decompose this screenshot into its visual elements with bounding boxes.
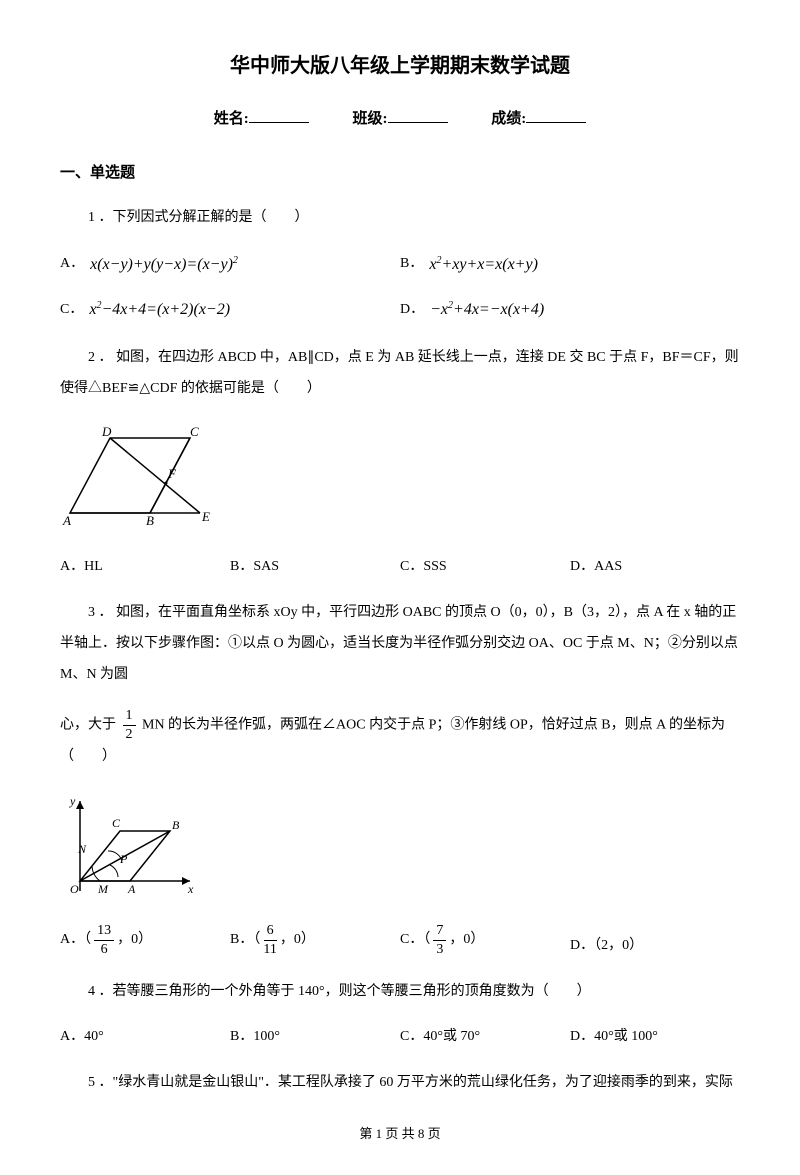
svg-text:A: A bbox=[127, 882, 136, 896]
class-label: 班级: bbox=[353, 107, 388, 131]
q2-optA: A．HL bbox=[60, 556, 230, 578]
q3-p2-after: MN 的长为半径作弧，两弧在∠AOC 内交于点 P；③作射线 OP，恰好过点 B… bbox=[60, 717, 725, 763]
info-line: 姓名: 班级: 成绩: bbox=[60, 107, 740, 131]
q1-optC: C． x2−4x+4=(x+2)(x−2) bbox=[60, 297, 400, 323]
opt-label: D． bbox=[570, 1026, 594, 1048]
svg-text:B: B bbox=[146, 513, 154, 528]
opt-after: ，0） bbox=[117, 929, 152, 951]
opt-text: 40° bbox=[84, 1026, 104, 1048]
opt-label: C． bbox=[400, 1026, 423, 1048]
svg-text:P: P bbox=[119, 852, 128, 866]
opt-label: A． bbox=[60, 1026, 84, 1048]
opt-label: D． bbox=[570, 556, 594, 578]
svg-text:y: y bbox=[69, 794, 76, 808]
q3-text-p1: 3 ． 如图，在平面直角坐标系 xOy 中，平行四边形 OABC 的顶点 O（0… bbox=[60, 598, 740, 690]
class-blank bbox=[388, 122, 448, 123]
opt-text: HL bbox=[84, 556, 103, 578]
q2-optC: C．SSS bbox=[400, 556, 570, 578]
q3-optD: D．（2，0） bbox=[570, 935, 740, 957]
q4-text: 4 ．若等腰三角形的一个外角等于 140°，则这个等腰三角形的顶角度数为（ ） bbox=[60, 977, 740, 1008]
q1-optA-formula: x(x−y)+y(y−x)=(x−y)2 bbox=[90, 252, 238, 278]
q3-half-frac: 12 bbox=[123, 709, 136, 742]
q3-optC: C．（ 73 ，0） bbox=[400, 924, 570, 957]
opt-label: B． bbox=[400, 253, 423, 275]
q1-options-row2: C． x2−4x+4=(x+2)(x−2) D． −x2+4x=−x(x+4) bbox=[60, 297, 740, 323]
q1-optD: D． −x2+4x=−x(x+4) bbox=[400, 297, 740, 323]
opt-label: B．（ bbox=[230, 929, 260, 951]
q2-figure: A B C D E F bbox=[60, 423, 740, 541]
opt-label: B． bbox=[230, 1026, 253, 1048]
q3-optA: A．（ 136 ，0） bbox=[60, 924, 230, 957]
q3-figure: O x y A B C M N P bbox=[60, 791, 740, 909]
opt-text: 40°或 70° bbox=[423, 1026, 480, 1048]
opt-label: B． bbox=[230, 556, 253, 578]
score-blank bbox=[526, 122, 586, 123]
opt-label: C．（ bbox=[400, 929, 430, 951]
opt-text: SAS bbox=[253, 556, 279, 578]
q4-optA: A．40° bbox=[60, 1026, 230, 1048]
opt-label: A． bbox=[60, 556, 84, 578]
opt-after: ，0） bbox=[280, 929, 315, 951]
section-title: 一、单选题 bbox=[60, 161, 740, 185]
q5-text: 5 ．"绿水青山就是金山银山"．某工程队承接了 60 万平方米的荒山绿化任务，为… bbox=[60, 1068, 740, 1099]
frac: 73 bbox=[433, 924, 446, 957]
q4-optD: D．40°或 100° bbox=[570, 1026, 740, 1048]
name-blank bbox=[249, 122, 309, 123]
score-label: 成绩: bbox=[491, 107, 526, 131]
svg-text:C: C bbox=[190, 424, 199, 439]
svg-text:O: O bbox=[70, 882, 79, 896]
opt-text: SSS bbox=[423, 556, 446, 578]
opt-label: D．（2，0） bbox=[570, 935, 643, 957]
svg-text:B: B bbox=[172, 818, 180, 832]
q1-optB: B． x2+xy+x=x(x+y) bbox=[400, 252, 740, 278]
svg-text:N: N bbox=[77, 842, 87, 856]
svg-text:M: M bbox=[97, 882, 109, 896]
svg-text:F: F bbox=[167, 466, 177, 481]
q4-optB: B．100° bbox=[230, 1026, 400, 1048]
opt-label: C． bbox=[400, 556, 423, 578]
q2-text: 2 ． 如图，在四边形 ABCD 中，AB∥CD，点 E 为 AB 延长线上一点… bbox=[60, 343, 740, 405]
opt-label: A．（ bbox=[60, 929, 91, 951]
svg-text:C: C bbox=[112, 816, 121, 830]
q3-p2-before: 心，大于 bbox=[60, 717, 116, 732]
frac: 611 bbox=[263, 924, 276, 957]
q1-optA: A． x(x−y)+y(y−x)=(x−y)2 bbox=[60, 252, 400, 278]
opt-text: 100° bbox=[253, 1026, 280, 1048]
svg-text:A: A bbox=[62, 513, 71, 528]
opt-text: 40°或 100° bbox=[594, 1026, 658, 1048]
svg-text:D: D bbox=[101, 424, 112, 439]
q3-optB: B．（ 611 ，0） bbox=[230, 924, 400, 957]
opt-label: C． bbox=[60, 299, 83, 321]
q1-optD-formula: −x2+4x=−x(x+4) bbox=[430, 297, 544, 323]
q2-optB: B．SAS bbox=[230, 556, 400, 578]
opt-text: AAS bbox=[594, 556, 622, 578]
name-label: 姓名: bbox=[214, 107, 249, 131]
q1-options-row1: A． x(x−y)+y(y−x)=(x−y)2 B． x2+xy+x=x(x+y… bbox=[60, 252, 740, 278]
q2-svg: A B C D E F bbox=[60, 423, 220, 533]
q1-optC-formula: x2−4x+4=(x+2)(x−2) bbox=[89, 297, 230, 323]
opt-after: ，0） bbox=[449, 929, 484, 951]
opt-label: A． bbox=[60, 253, 84, 275]
page-title: 华中师大版八年级上学期期末数学试题 bbox=[60, 50, 740, 82]
opt-label: D． bbox=[400, 299, 424, 321]
q4-options: A．40° B．100° C．40°或 70° D．40°或 100° bbox=[60, 1026, 740, 1048]
q2-options: A．HL B．SAS C．SSS D．AAS bbox=[60, 556, 740, 578]
q1-text: 1 ．下列因式分解正解的是（ ） bbox=[60, 203, 740, 234]
q3-svg: O x y A B C M N P bbox=[60, 791, 200, 901]
page-footer: 第 1 页 共 8 页 bbox=[60, 1124, 740, 1145]
q4-optC: C．40°或 70° bbox=[400, 1026, 570, 1048]
q2-optD: D．AAS bbox=[570, 556, 740, 578]
q3-options: A．（ 136 ，0） B．（ 611 ，0） C．（ 73 ，0） D．（2，… bbox=[60, 924, 740, 957]
svg-text:E: E bbox=[201, 509, 210, 524]
frac: 136 bbox=[94, 924, 114, 957]
q1-optB-formula: x2+xy+x=x(x+y) bbox=[429, 252, 538, 278]
svg-text:x: x bbox=[187, 882, 194, 896]
q3-text-p2: 心，大于 12 MN 的长为半径作弧，两弧在∠AOC 内交于点 P；③作射线 O… bbox=[60, 709, 740, 773]
